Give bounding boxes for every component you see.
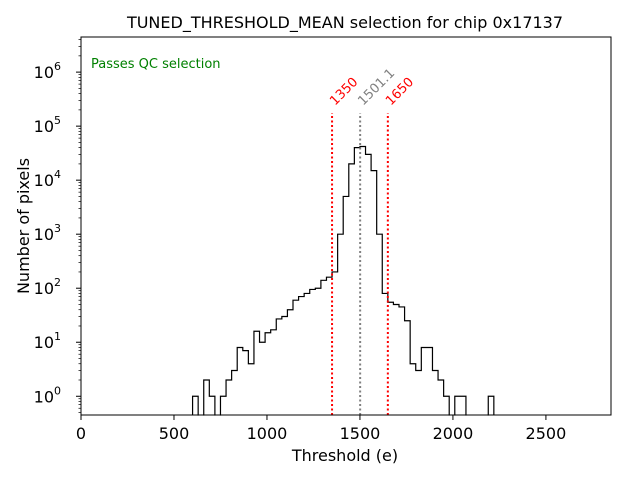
x-tick-label: 2000 [433,424,474,443]
y-tick-label: 106 [34,60,61,82]
histogram-series [191,145,495,418]
vline-label-0: 1350 [327,75,361,109]
x-axis-label: Threshold (e) [291,446,398,465]
qc-annotation: Passes QC selection [91,57,221,72]
baseline-mask [80,415,612,419]
y-axis-label: Number of pixels [14,158,33,294]
y-tick-label: 101 [34,330,61,352]
x-tick-label: 1000 [247,424,288,443]
y-tick-label: 102 [34,276,61,298]
y-tick-label: 100 [34,384,61,406]
x-tick-label: 500 [159,424,190,443]
y-tick-label: 103 [34,222,61,244]
y-tick-label: 105 [34,114,61,136]
chart-title: TUNED_THRESHOLD_MEAN selection for chip … [126,13,563,33]
plot-frame [80,36,612,416]
x-tick-label: 2500 [526,424,567,443]
y-tick-label: 104 [34,168,61,190]
x-tick-label: 1500 [340,424,381,443]
x-tick-label: 0 [76,424,86,443]
